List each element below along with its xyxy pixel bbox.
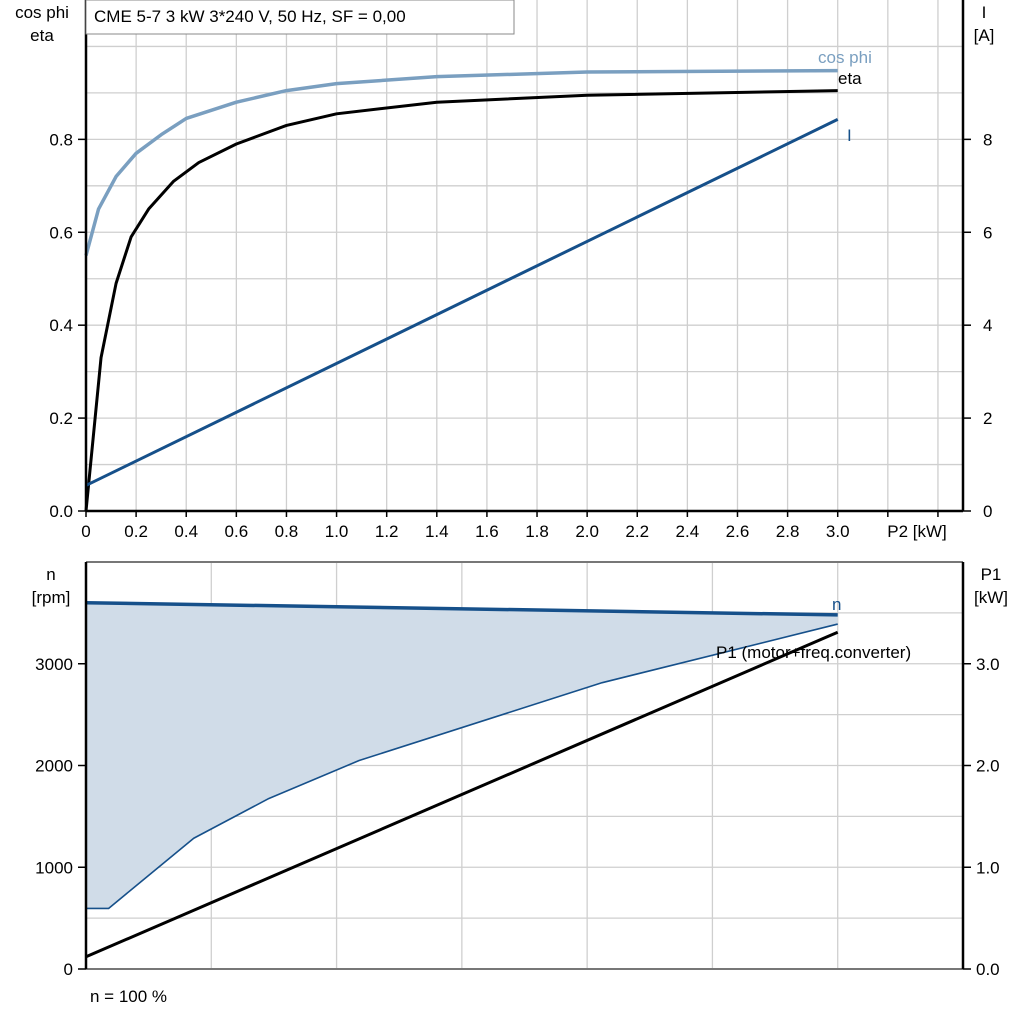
right-tick-label: 4 — [983, 316, 992, 335]
top-grid — [86, 0, 963, 511]
x-tick-label: 1.4 — [425, 522, 449, 541]
left-tick-label: 0.2 — [49, 409, 73, 428]
x-tick-label: 0.4 — [174, 522, 198, 541]
n-tick-label: 2000 — [35, 757, 73, 776]
n-tick-label: 3000 — [35, 655, 73, 674]
left-tick-label: 0.6 — [49, 223, 73, 242]
n-axis-label: n — [46, 565, 55, 584]
x-tick-label: 1.6 — [475, 522, 499, 541]
series-label-i: I — [847, 126, 852, 145]
x-tick-label: 3.0 — [826, 522, 850, 541]
x-tick-label: 0.2 — [124, 522, 148, 541]
n-tick-label: 1000 — [35, 858, 73, 877]
left-axis-label-cosphi: cos phi — [15, 3, 69, 22]
right-tick-label: 8 — [983, 130, 992, 149]
x-tick-label: 1.2 — [375, 522, 399, 541]
x-tick-label: 2.0 — [575, 522, 599, 541]
tick-labels: 0 0.2 0.4 0.6 0.8 1.0 1.2 1.4 1.6 1.8 2.0 2.2 2.4 2.6… — [35, 130, 999, 979]
x-tick-label: 1.8 — [525, 522, 549, 541]
left-tick-label: 0.4 — [49, 316, 73, 335]
x-tick-label: 0.8 — [275, 522, 299, 541]
series-speed-n — [85, 600, 838, 617]
left-tick-label: 0.0 — [49, 502, 73, 521]
title-box — [85, 0, 515, 35]
p1-axis-unit: [kW] — [974, 588, 1008, 607]
chart-title: CME 5-7 3 kW 3*240 V, 50 Hz, SF = 0,00 — [94, 7, 406, 26]
x-tick-label: 1.0 — [325, 522, 349, 541]
speed-range-area — [86, 602, 838, 909]
series-eta — [84, 89, 838, 512]
left-axis-label-eta: eta — [30, 26, 54, 45]
series-current — [85, 118, 839, 487]
series-label-eta: eta — [838, 69, 862, 88]
x-tick-label: 0 — [81, 522, 90, 541]
series-cos-phi — [84, 68, 838, 256]
x-axis-label: P2 [kW] — [887, 522, 947, 541]
x-tick-label: 2.8 — [776, 522, 800, 541]
footnote: n = 100 % — [90, 987, 167, 1006]
p1-tick-label: 0.0 — [976, 960, 1000, 979]
x-tick-label: 2.2 — [625, 522, 649, 541]
p1-tick-label: 3.0 — [976, 655, 1000, 674]
series-label-n: n — [832, 595, 841, 614]
left-tick-label: 0.8 — [49, 130, 73, 149]
x-tick-label: 0.6 — [225, 522, 249, 541]
series-min-speed — [86, 623, 838, 910]
p1-axis-label: P1 — [981, 565, 1002, 584]
p1-tick-label: 2.0 — [976, 757, 1000, 776]
right-tick-label: 0 — [983, 502, 992, 521]
series-layer — [84, 68, 839, 959]
axes — [84, 0, 965, 970]
x-tick-label: 2.4 — [676, 522, 700, 541]
n-tick-label: 0 — [64, 960, 73, 979]
right-tick-label: 2 — [983, 409, 992, 428]
right-axis-label-a: [A] — [974, 26, 995, 45]
p1-tick-label: 1.0 — [976, 858, 1000, 877]
x-tick-label: 2.6 — [726, 522, 750, 541]
series-p1 — [85, 630, 839, 959]
right-axis-label-i: I — [982, 3, 987, 22]
series-label-p1: P1 (motor+freq.converter) — [716, 643, 911, 662]
right-tick-label: 6 — [983, 223, 992, 242]
n-axis-unit: [rpm] — [32, 588, 71, 607]
series-label-cosphi: cos phi — [818, 48, 872, 67]
